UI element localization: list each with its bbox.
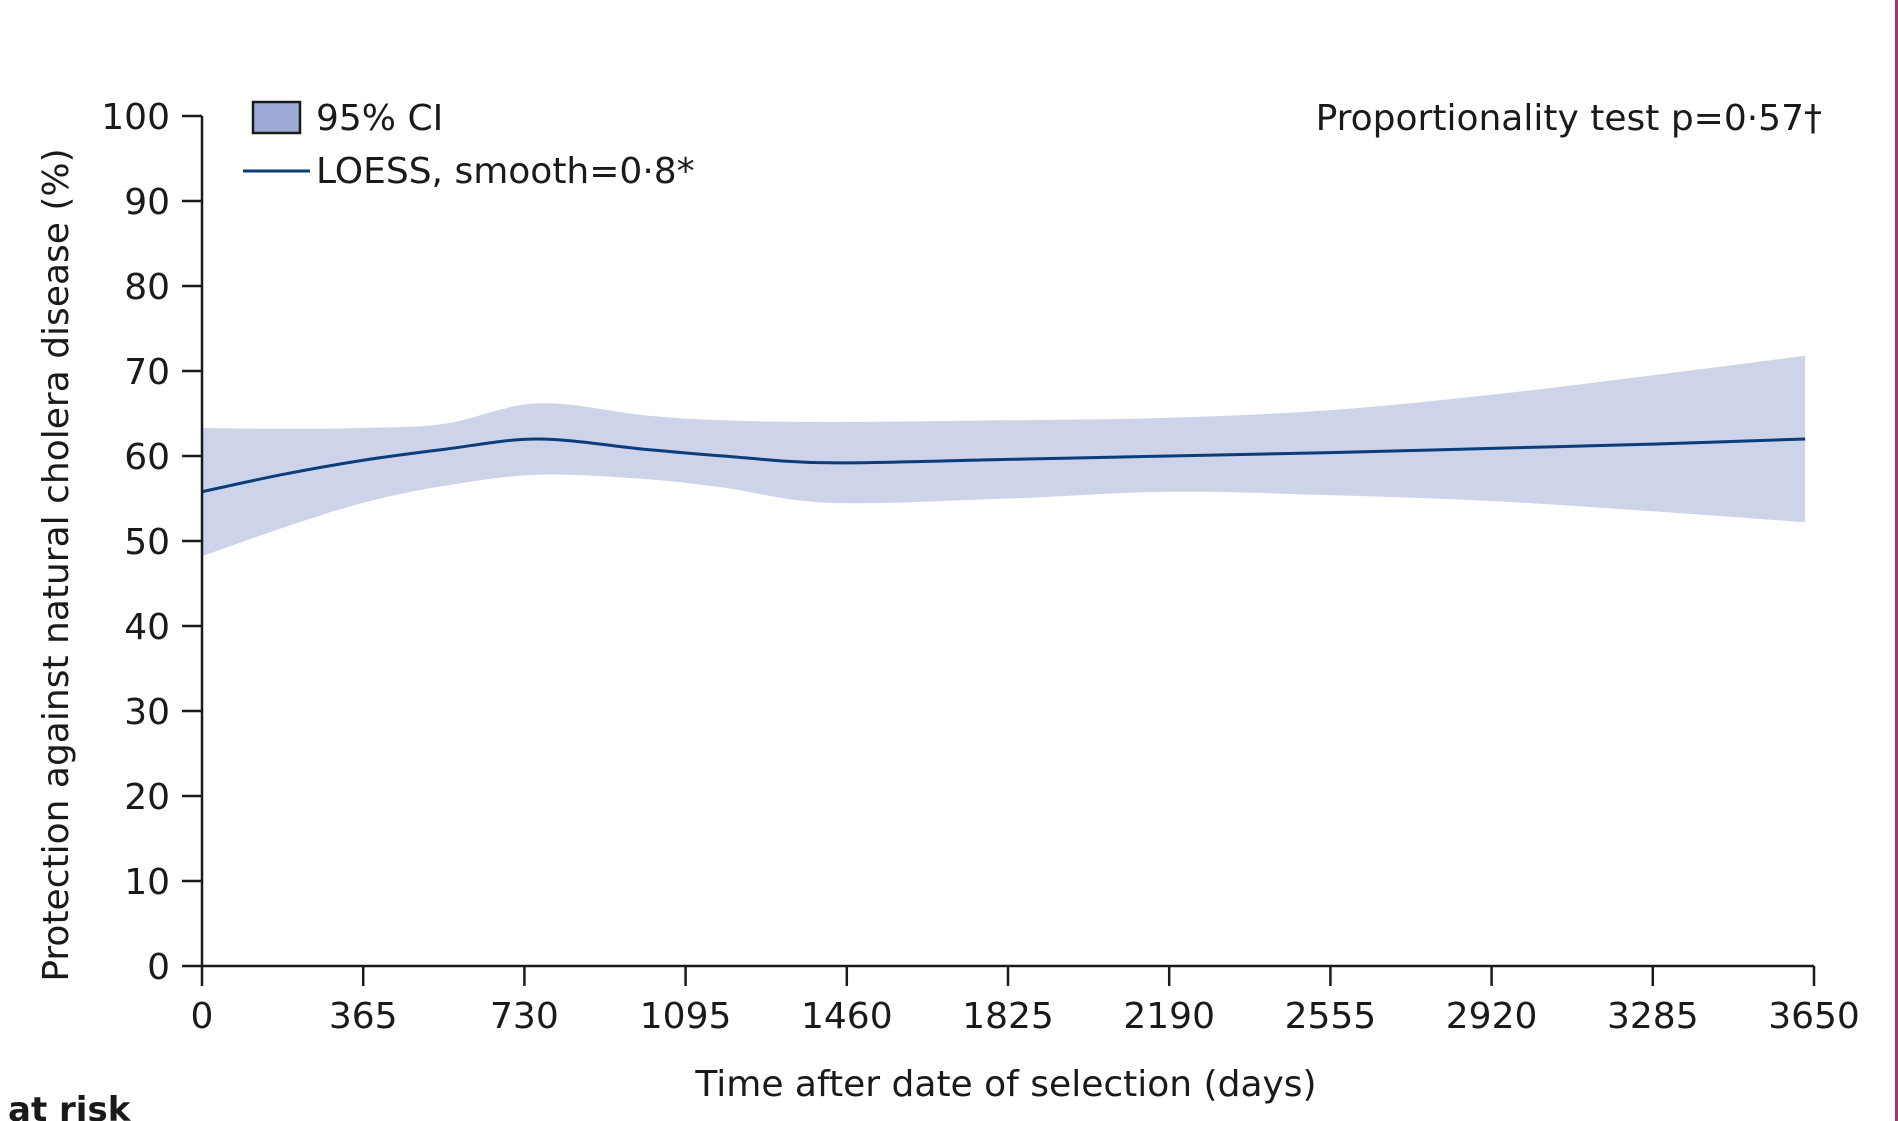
x-axis-ticks: 0 365 730 1095 1460 1825 2190 2555 2920 3285 3650 [191, 966, 1860, 1037]
y-tick-label: 0 [147, 947, 170, 988]
x-tick-label: 365 [329, 996, 398, 1037]
y-tick-label: 30 [124, 692, 170, 733]
legend: 95% CI LOESS, smooth=0·8* [243, 98, 695, 192]
legend-ci-swatch [251, 100, 302, 135]
y-tick-label: 90 [124, 182, 170, 223]
x-tick-label: 3650 [1768, 996, 1860, 1037]
proportionality-test-annotation: Proportionality test p=0·57† [1316, 98, 1822, 139]
y-tick-label: 80 [124, 267, 170, 308]
y-tick-label: 40 [124, 607, 170, 648]
ci-band [202, 355, 1806, 557]
x-tick-label: 1095 [640, 996, 732, 1037]
y-tick-label: 60 [124, 437, 170, 478]
y-tick-label: 50 [124, 522, 170, 563]
x-tick-label: 2555 [1285, 996, 1377, 1037]
x-tick-label: 0 [191, 996, 214, 1037]
y-axis-ticks: 0 10 20 30 40 50 60 70 80 90 100 [101, 97, 202, 988]
x-axis-title: Time after date of selection (days) [694, 1064, 1316, 1105]
at-risk-label: at risk [8, 1090, 132, 1121]
y-tick-label: 100 [101, 97, 170, 138]
x-tick-label: 2190 [1123, 996, 1215, 1037]
legend-loess-label: LOESS, smooth=0·8* [316, 151, 695, 192]
x-tick-label: 3285 [1607, 996, 1699, 1037]
legend-ci-label: 95% CI [316, 98, 443, 139]
x-tick-label: 1460 [801, 996, 893, 1037]
x-tick-label: 730 [490, 996, 559, 1037]
loess-line [201, 437, 1806, 494]
y-tick-label: 20 [124, 777, 170, 818]
x-tick-label: 2920 [1446, 996, 1538, 1037]
x-tick-label: 1825 [962, 996, 1054, 1037]
y-axis-title: Protection against natural cholera disea… [36, 148, 77, 981]
y-tick-label: 70 [124, 352, 170, 393]
page-edge-rule [1895, 0, 1898, 1121]
y-tick-label: 10 [124, 862, 170, 903]
